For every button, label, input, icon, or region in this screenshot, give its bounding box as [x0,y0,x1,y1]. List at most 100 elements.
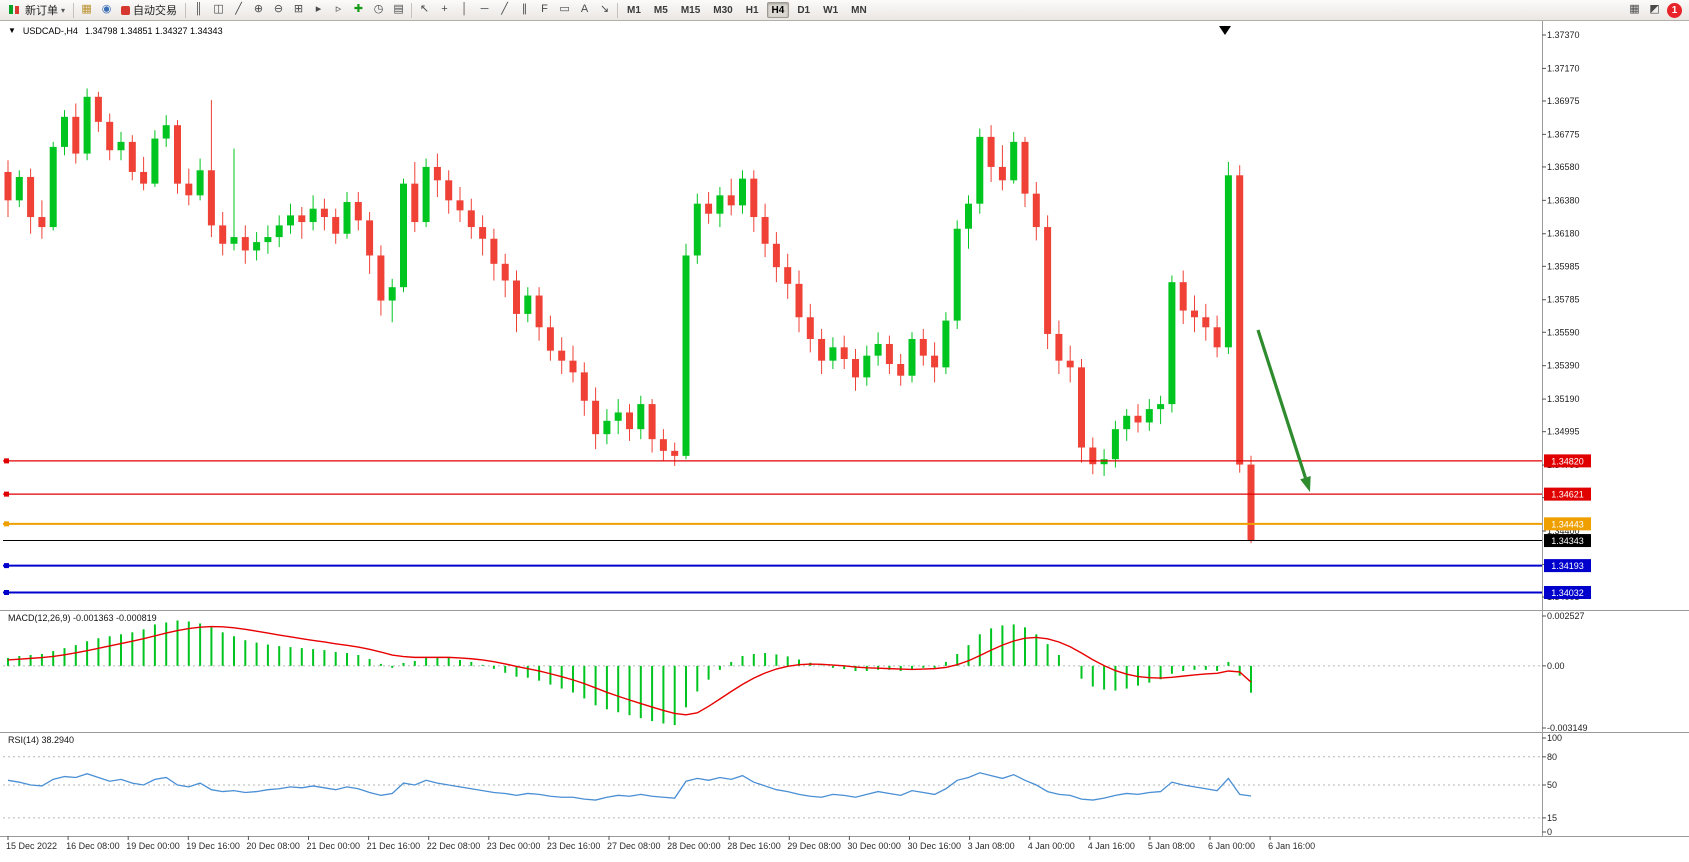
autotrade-icon [121,5,131,15]
svg-text:16 Dec 08:00: 16 Dec 08:00 [66,841,120,851]
svg-text:30 Dec 00:00: 30 Dec 00:00 [847,841,901,851]
line-chart-icon[interactable]: ╱ [235,3,242,15]
autotrade-label: 自动交易 [133,5,178,17]
timeframe-w1[interactable]: W1 [823,5,839,16]
line-handle[interactable] [4,521,9,527]
svg-text:21 Dec 16:00: 21 Dec 16:00 [367,841,421,851]
timeframe-mn[interactable]: MN [851,5,867,16]
svg-text:29 Dec 08:00: 29 Dec 08:00 [787,841,841,851]
svg-text:1.36580: 1.36580 [1547,162,1580,172]
levels-layer [3,458,1542,595]
svg-text:3 Jan 08:00: 3 Jan 08:00 [968,841,1015,851]
timeframe-m30[interactable]: M30 [713,5,733,16]
svg-text:0: 0 [1547,827,1552,837]
line-handle[interactable] [4,491,9,497]
channel-icon[interactable]: ∥ [521,3,528,15]
profile-icon[interactable]: ◉ [101,3,112,15]
new-order-label: 新订单 [25,5,58,17]
draw-icons-group: ↖ + │ ─ ╱ ∥ F ▭ A ↘ [415,2,614,18]
text-icon[interactable]: A [580,3,589,15]
autotrade-button[interactable]: 自动交易 [116,1,182,19]
bar-chart-icon[interactable]: ║ [194,3,203,15]
chevron-down-icon: ▾ [61,5,66,15]
chart-shift-icon[interactable]: ▹ [335,3,342,15]
candlestick-chart-icon[interactable]: ◫ [213,3,224,15]
svg-text:0.00: 0.00 [1547,661,1565,671]
svg-text:1.36775: 1.36775 [1547,129,1580,139]
notification-badge[interactable]: 1 [1667,2,1682,18]
charts-icon[interactable]: ▦ [81,3,92,15]
chart-symbol-period: USDCAD-,H4 [22,26,78,36]
fibonacci-icon[interactable]: F [541,3,548,15]
zoom-in-icon[interactable]: ⊕ [253,3,264,15]
price-tag [1544,454,1591,468]
svg-text:0.002527: 0.002527 [1547,611,1585,621]
svg-text:-0.003149: -0.003149 [1547,723,1588,733]
window-icons-group: ▦ ◉ [77,2,116,18]
svg-text:28 Dec 16:00: 28 Dec 16:00 [727,841,781,851]
tile-windows-icon[interactable]: ⊞ [293,3,304,15]
price-tag [1544,559,1591,573]
line-handle[interactable] [4,589,9,595]
svg-text:1.36975: 1.36975 [1547,96,1580,106]
timeframe-d1[interactable]: D1 [797,5,811,16]
svg-text:5 Jan 08:00: 5 Jan 08:00 [1148,841,1195,851]
svg-text:1.37370: 1.37370 [1547,30,1580,40]
alert-icon[interactable]: ◩ [1649,3,1660,15]
new-order-icon [8,4,22,16]
right-icons-group: ▦ ◩ [1625,2,1664,18]
arrow-tool-icon[interactable]: ↘ [599,3,610,15]
timeframe-m5[interactable]: M5 [653,5,668,16]
one-click-trading-toggle[interactable]: ▼ [8,26,16,35]
macd-indicator-label: MACD(12,26,9) -0.001363 -0.000819 [8,613,157,623]
svg-text:80: 80 [1547,752,1557,762]
timeframe-m1[interactable]: M1 [627,5,641,16]
auto-scroll-icon[interactable]: ▸ [315,3,322,15]
svg-text:1.34443: 1.34443 [1551,519,1584,529]
horizontal-line-icon[interactable]: ─ [480,3,489,15]
axes-layer: 1.37370 1.37170 1.36975 1.36775 1.36580 1.363… [6,30,1588,851]
arrowhead [1300,476,1311,492]
price-tag [1544,534,1591,548]
new-order-button[interactable]: 新订单 ▾ [3,1,70,19]
svg-text:1.35190: 1.35190 [1547,394,1580,404]
timeframe-h4[interactable]: H4 [766,2,790,18]
shapes-icon[interactable]: ▭ [559,3,570,15]
toolbar-separator [185,2,187,18]
line-handle[interactable] [4,563,9,569]
down-trend-arrow[interactable] [1256,329,1307,479]
svg-text:1.34995: 1.34995 [1547,427,1580,437]
svg-text:22 Dec 08:00: 22 Dec 08:00 [427,841,481,851]
svg-text:1.34193: 1.34193 [1551,561,1584,571]
svg-text:1.34032: 1.34032 [1551,588,1584,598]
vertical-line-icon[interactable]: │ [461,3,468,15]
svg-text:4 Jan 16:00: 4 Jan 16:00 [1088,841,1135,851]
down-triangle-marker[interactable] [1219,26,1231,35]
periods-icon[interactable]: ◷ [373,3,384,15]
chart-icons-group: ║ ◫ ╱ ⊕ ⊖ ⊞ ▸ ▹ ✚ ◷ ▤ [189,2,408,18]
svg-text:6 Jan 16:00: 6 Jan 16:00 [1268,841,1315,851]
timeframe-h1[interactable]: H1 [745,5,759,16]
timeframe-group: M1 M5 M15 M30 H1 H4 D1 W1 MN [621,2,873,18]
crosshair-icon[interactable]: + [441,3,448,15]
price-tag [1544,585,1591,599]
price-tags-layer: 1.34820 1.34621 1.34443 1.34343 1.34193 1.340… [1544,454,1591,599]
trendline-icon[interactable]: ╱ [501,3,508,15]
toolbar-right: ▦ ◩ 1 [1625,2,1686,18]
price-tag [1544,487,1591,501]
zoom-out-icon[interactable]: ⊖ [273,3,284,15]
cursor-icon[interactable]: ↖ [419,3,430,15]
add-indicator-icon[interactable]: ✚ [353,3,364,15]
template-icon[interactable]: ▤ [393,3,404,15]
grid-icon[interactable]: ▦ [1629,3,1640,15]
svg-text:23 Dec 00:00: 23 Dec 00:00 [487,841,541,851]
svg-text:15: 15 [1547,813,1557,823]
chart-frame [0,21,1689,837]
timeframe-m15[interactable]: M15 [680,5,701,16]
annotations-layer [1219,26,1311,492]
svg-text:1.36380: 1.36380 [1547,195,1580,205]
svg-text:1.34343: 1.34343 [1551,536,1584,546]
line-handle[interactable] [4,458,9,464]
svg-text:1.37170: 1.37170 [1547,63,1580,73]
